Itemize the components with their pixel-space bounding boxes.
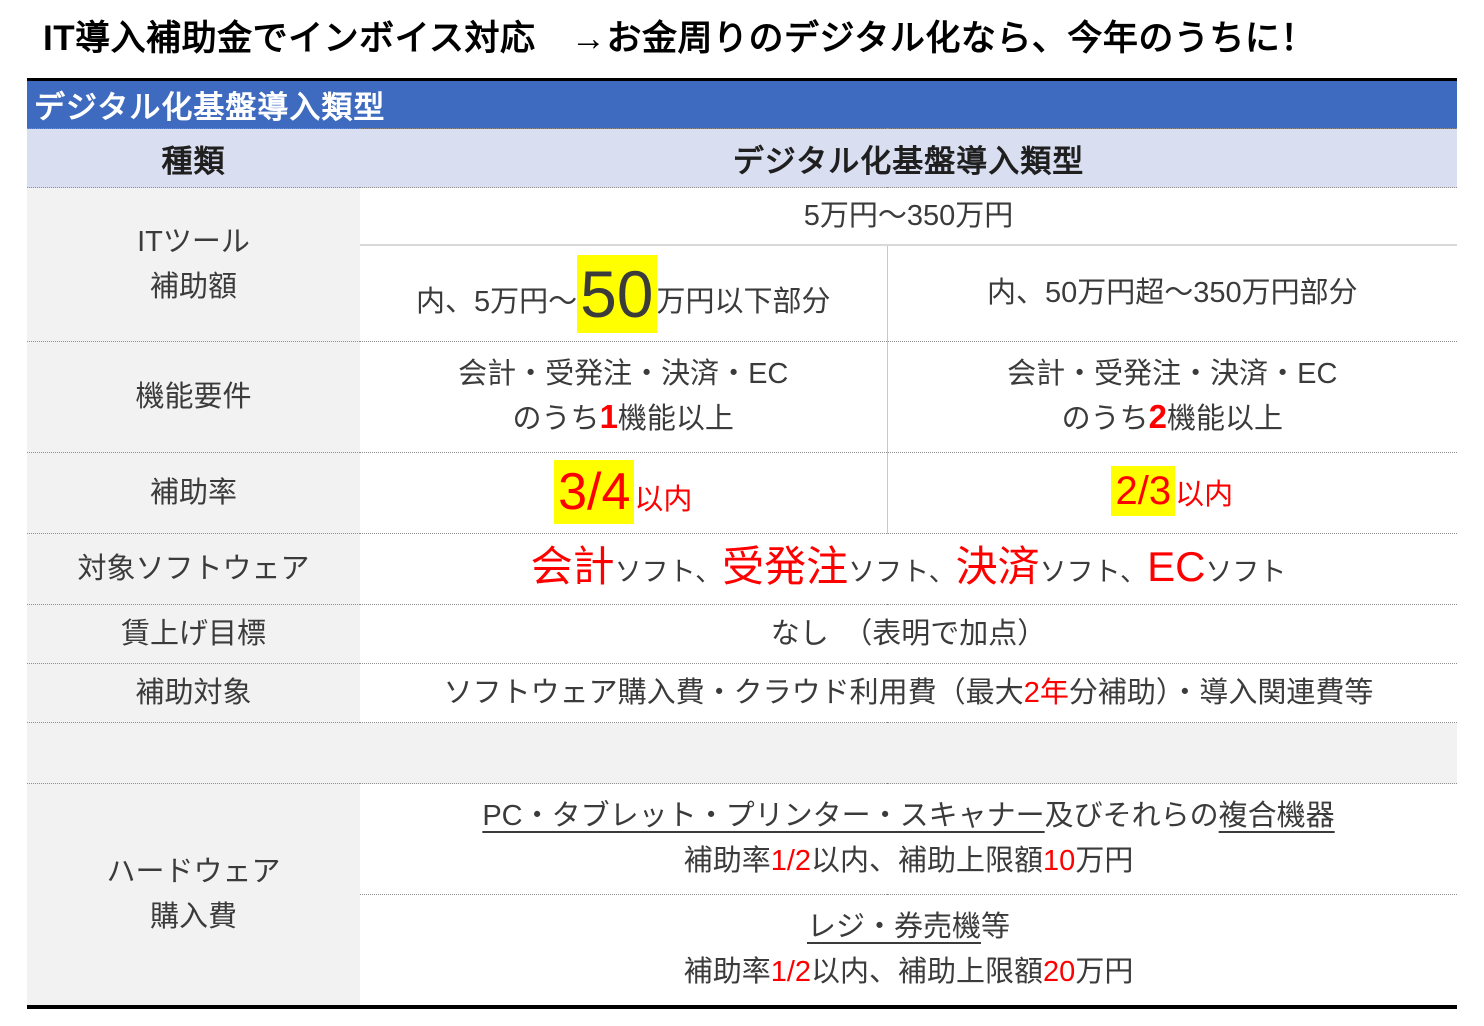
hardware-pc-cell: PC・タブレット・プリンター・スキャナー及びそれらの複合機器 補助率1/2以内、… <box>360 783 1458 895</box>
rate-fraction: 3/4 <box>554 459 635 524</box>
target-software-row: 対象ソフトウェア 会計ソフト、受発注ソフト、決済ソフト、ECソフト <box>27 533 1458 605</box>
rate-post: 万円 <box>1075 956 1134 988</box>
function-requirement-row: 機能要件 会計・受発注・決済・EC のうち1機能以上 会計・受発注・決済・EC … <box>27 341 1458 453</box>
device-mid: 及びそれらの <box>1044 800 1219 833</box>
hardware-devices-line: PC・タブレット・プリンター・スキャナー及びそれらの複合機器 <box>360 794 1457 839</box>
page: IT導入補助金でインボイス対応 →お金周りのデジタル化なら、今年のうちに！ デジ… <box>0 10 1484 1009</box>
hardware-rate-line: 補助率1/2以内、補助上限額10万円 <box>360 839 1457 884</box>
function-list: 会計・受発注・決済・EC <box>458 357 789 390</box>
band-text-post: 万円以下部分 <box>656 285 831 318</box>
target-software-cell: 会計ソフト、受発注ソフト、決済ソフト、ECソフト <box>360 533 1458 605</box>
target-years: 2年 <box>1023 676 1069 709</box>
software-rest: ソフト、 <box>1039 556 1148 587</box>
row-label-function-requirement: 機能要件 <box>27 341 360 453</box>
wage-increase-row: 賃上げ目標 なし （表明で加点） <box>27 604 1458 664</box>
it-tool-row-bands: 内、5万円～50 万円以下部分 内、50万円超～350万円部分 <box>27 244 1458 342</box>
it-tool-row-top: ITツール 補助額 5万円～350万円 <box>27 187 1458 342</box>
row-label-line1: ハードウェア <box>106 855 281 888</box>
target-post: 分補助）・導入関連費等 <box>1068 676 1374 709</box>
rate-suffix: 以内 <box>634 483 693 516</box>
software-rest: ソフト <box>1205 556 1287 587</box>
count-number: 1 <box>599 398 618 436</box>
it-tool-upper-band-cell: 内、50万円超～350万円部分 <box>886 244 1458 342</box>
wage-target-cell: なし （表明で加点） <box>360 604 1458 664</box>
device-list-underlined: PC・タブレット・プリンター・スキャナー <box>482 800 1045 833</box>
spacer-row <box>27 722 1458 784</box>
column-header-type: デジタル化基盤導入類型 <box>360 128 1458 188</box>
subsidy-target-cell: ソフトウェア購入費・クラウド利用費（最大2年分補助）・導入関連費等 <box>360 663 1458 723</box>
it-tool-lower-band-cell: 内、5万円～50 万円以下部分 <box>360 244 887 342</box>
row-label-wage-target: 賃上げ目標 <box>27 604 360 664</box>
row-label-line2: 購入費 <box>149 900 237 933</box>
rate-pre: 補助率 <box>683 845 771 877</box>
function-list: 会計・受発注・決済・EC <box>1007 357 1338 390</box>
hardware-rate-line: 補助率1/2以内、補助上限額20万円 <box>360 950 1457 995</box>
rate-post: 万円 <box>1075 845 1134 877</box>
software-keyword: 決済 <box>955 542 1040 590</box>
band-text-pre: 内、5万円～ <box>415 285 578 318</box>
row-label-line2: 補助額 <box>149 270 237 303</box>
rate-pre: 補助率 <box>683 956 771 988</box>
hardware-row-1: ハードウェア 購入費 PC・タブレット・プリンター・スキャナー及びそれらの複合機… <box>27 783 1458 1007</box>
hardware-row-2: レジ・券売機等 補助率1/2以内、補助上限額20万円 <box>27 894 1458 1007</box>
count-pre: のうち <box>512 403 600 436</box>
function-requirement-left-cell: 会計・受発注・決済・EC のうち1機能以上 <box>360 341 887 453</box>
rate-mid: 以内、補助上限額 <box>811 956 1044 988</box>
count-post: 機能以上 <box>617 403 734 436</box>
function-count-line: のうち1機能以上 <box>360 394 887 440</box>
table-banner-title: デジタル化基盤導入類型 <box>27 79 1458 129</box>
function-count-line: のうち2機能以上 <box>888 394 1458 440</box>
row-label-it-tool-subsidy: ITツール 補助額 <box>27 187 360 342</box>
target-pre: ソフトウェア購入費・クラウド利用費（最大 <box>443 676 1024 709</box>
row-label-hardware-cost: ハードウェア 購入費 <box>27 783 360 1007</box>
software-keyword: 会計 <box>530 542 615 590</box>
subsidy-table: デジタル化基盤導入類型 種類 デジタル化基盤導入類型 ITツール 補助額 5万円… <box>27 78 1458 1009</box>
device-combo-underlined: 複合機器 <box>1218 800 1335 833</box>
subsidy-rate-row: 補助率 3/4 以内 2/3 以内 <box>27 452 1458 534</box>
row-label-target-software: 対象ソフトウェア <box>27 533 360 605</box>
device-list-underlined: レジ・券売機 <box>807 911 982 944</box>
software-rest: ソフト、 <box>848 556 956 587</box>
device-mid: 等 <box>981 911 1011 944</box>
row-label-subsidy-target: 補助対象 <box>27 663 360 723</box>
rate-suffix: 以内 <box>1175 478 1234 511</box>
column-header-kind: 種類 <box>27 128 360 188</box>
count-number: 2 <box>1148 398 1167 436</box>
software-rest: ソフト、 <box>614 556 723 587</box>
count-pre: のうち <box>1061 403 1149 436</box>
subsidy-target-row: 補助対象 ソフトウェア購入費・クラウド利用費（最大2年分補助）・導入関連費等 <box>27 663 1458 723</box>
cap-amount: 10 <box>1043 845 1076 877</box>
software-keyword: EC <box>1147 542 1206 590</box>
rate-fraction: 1/2 <box>770 956 812 988</box>
count-post: 機能以上 <box>1166 403 1283 436</box>
banner-row: デジタル化基盤導入類型 <box>27 79 1458 129</box>
subsidy-rate-right-cell: 2/3 以内 <box>886 452 1458 534</box>
spacer-cell <box>27 722 1458 784</box>
hardware-register-cell: レジ・券売機等 補助率1/2以内、補助上限額20万円 <box>360 894 1458 1007</box>
it-tool-total-range: 5万円～350万円 <box>360 187 1458 245</box>
cap-amount: 20 <box>1043 956 1076 988</box>
function-requirement-right-cell: 会計・受発注・決済・EC のうち2機能以上 <box>886 341 1458 453</box>
hardware-devices-line: レジ・券売機等 <box>360 905 1457 950</box>
page-title: IT導入補助金でインボイス対応 →お金周りのデジタル化なら、今年のうちに！ <box>43 19 1316 58</box>
rate-fraction: 2/3 <box>1111 465 1176 516</box>
rate-mid: 以内、補助上限額 <box>811 845 1044 877</box>
rate-fraction: 1/2 <box>770 845 812 877</box>
header-row: 種類 デジタル化基盤導入類型 <box>27 128 1458 188</box>
row-label-line1: ITツール <box>137 225 250 258</box>
row-label-subsidy-rate: 補助率 <box>27 452 360 534</box>
software-keyword: 受発注 <box>722 542 849 590</box>
highlighted-50: 50 <box>577 254 657 333</box>
subsidy-rate-left-cell: 3/4 以内 <box>360 452 887 534</box>
